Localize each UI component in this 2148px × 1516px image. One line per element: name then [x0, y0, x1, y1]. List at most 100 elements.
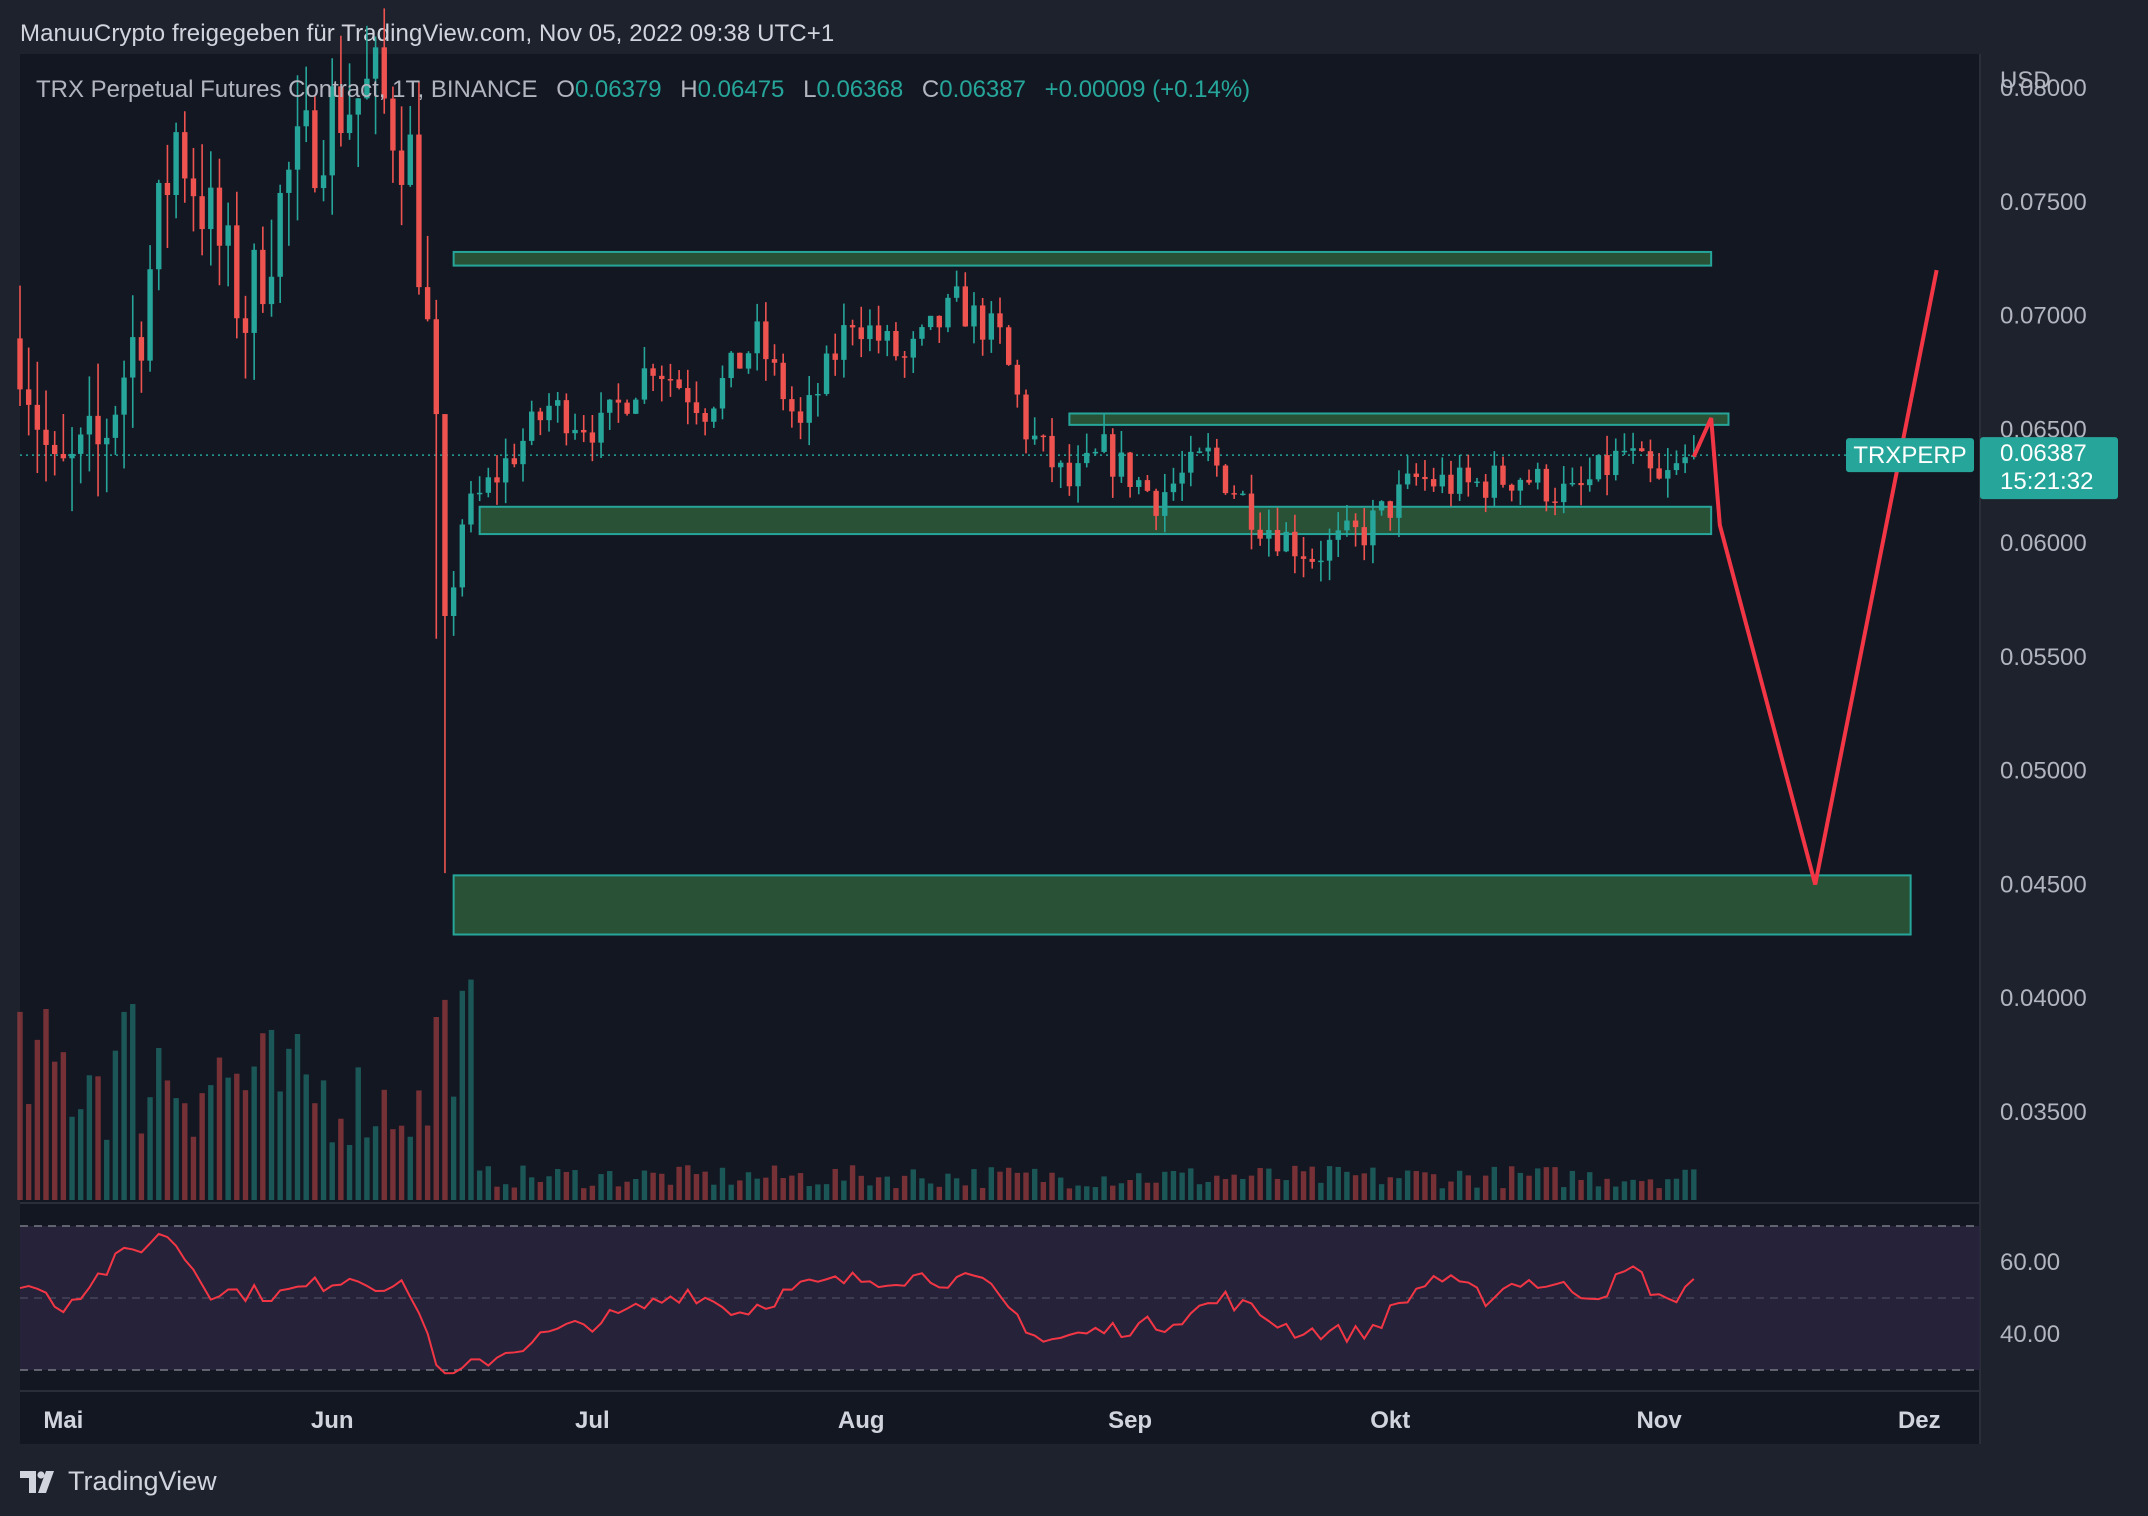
candle-body [789, 399, 795, 412]
candle-body [607, 399, 613, 413]
candle-body [1500, 465, 1506, 485]
candle-body [43, 429, 49, 445]
volume-bar [86, 1075, 93, 1200]
candle-body [442, 414, 448, 616]
candle-body [555, 400, 561, 406]
price-axis-ticks[interactable]: 0.080000.075000.070000.065000.060000.055… [2000, 75, 2087, 1126]
volume-bar [832, 1168, 838, 1200]
candles [17, 8, 1697, 874]
candle-body [659, 375, 665, 380]
candle-body [147, 269, 153, 361]
volume-bar [849, 1165, 856, 1200]
zone-rect [478, 505, 1713, 536]
candle-body [390, 98, 396, 151]
legend-change-value: +0.00009 (+0.14%) [1044, 76, 1251, 103]
candle-body [1508, 484, 1515, 491]
candle-body [910, 338, 916, 358]
candle-body [1561, 483, 1567, 503]
symbol-tag-label: TRXPERP [1853, 442, 1966, 469]
volume-bar [528, 1177, 535, 1200]
volume-bar [945, 1173, 951, 1200]
candle-body [1604, 455, 1610, 476]
price-tick-label: 0.06000 [2000, 530, 2087, 557]
candle-body [251, 249, 257, 333]
volume-bar [598, 1174, 604, 1200]
volume-bar [1300, 1171, 1307, 1200]
candle-body [901, 356, 908, 358]
candle-body [832, 353, 838, 360]
candle-body [1127, 452, 1133, 488]
time-axis-ticks[interactable]: Mai Jun Jul Aug Sep Okt Nov Dez [43, 1407, 1940, 1434]
volume-bar [112, 1050, 119, 1200]
candle-body [1456, 467, 1463, 494]
candle-body [1162, 492, 1168, 516]
volume-bar [1508, 1166, 1515, 1200]
candle-body [667, 379, 674, 381]
candle-body [1370, 510, 1376, 546]
legend-low-value: 0.06368 [816, 76, 904, 103]
candle-body [1396, 484, 1402, 518]
candle-body [962, 286, 968, 327]
candle-body [398, 150, 405, 185]
volume-bar [476, 1170, 483, 1200]
candle-body [52, 444, 58, 455]
candle-body [1058, 462, 1064, 468]
candle-body [1075, 463, 1081, 487]
candle-body [936, 315, 942, 328]
price-tick-label: 0.07000 [2000, 303, 2087, 330]
candle-body [719, 378, 726, 409]
zone-rect [452, 874, 1912, 936]
candle-body [268, 276, 275, 305]
candle-body [346, 114, 353, 134]
volume-bar [511, 1187, 518, 1200]
volume-bar [1049, 1172, 1055, 1200]
tradingview-logo[interactable]: TradingView [20, 1466, 217, 1497]
volume-bar [641, 1170, 648, 1200]
legend-open-label: O [556, 76, 575, 103]
volume-bar [320, 1080, 327, 1200]
candle-body [988, 313, 995, 340]
volume-bar [1248, 1175, 1255, 1200]
candle-body [1118, 452, 1125, 477]
volume-bar [1014, 1172, 1021, 1200]
candle-body [1535, 468, 1541, 483]
candle-body [1240, 493, 1246, 496]
volume-bar [624, 1181, 630, 1200]
candle-body [1543, 468, 1550, 502]
tradingview-brand-name: TradingView [68, 1466, 217, 1496]
candle-body [416, 134, 422, 288]
volume-bar [893, 1188, 899, 1200]
volume-bar [702, 1171, 708, 1200]
candle-body [1040, 435, 1047, 438]
volume-bar [520, 1165, 526, 1200]
candle-body [520, 440, 526, 465]
volume-bar [1170, 1170, 1177, 1200]
volume-bar [1274, 1178, 1281, 1200]
legend-symbol: TRX Perpetual Futures Contract, 1T, BINA… [36, 76, 538, 103]
volume-bar [1040, 1182, 1047, 1200]
candle-body [1361, 527, 1367, 546]
candle-body [1309, 558, 1315, 562]
price-tick-label: 0.04500 [2000, 871, 2087, 898]
candle-body [320, 175, 327, 189]
volume-bar [563, 1171, 570, 1200]
volume-bar [1162, 1171, 1168, 1200]
candle-body [589, 432, 596, 443]
price-tick-label: 0.05500 [2000, 644, 2087, 671]
candle-body [1613, 450, 1619, 476]
candle-body [1665, 470, 1671, 479]
volume-bar [537, 1181, 544, 1200]
volume-bar [763, 1177, 769, 1200]
candle-body [1326, 539, 1333, 561]
time-tick-label: Okt [1370, 1407, 1410, 1434]
volume-bar [841, 1180, 847, 1200]
volume-bar [1118, 1183, 1125, 1200]
candle-body [407, 134, 413, 185]
time-tick-label: Sep [1108, 1407, 1152, 1434]
volume-bar [771, 1165, 778, 1200]
candle-body [286, 169, 292, 193]
volume-bar [312, 1103, 318, 1200]
volume-bar [1491, 1166, 1498, 1200]
candle-body [1656, 468, 1662, 479]
